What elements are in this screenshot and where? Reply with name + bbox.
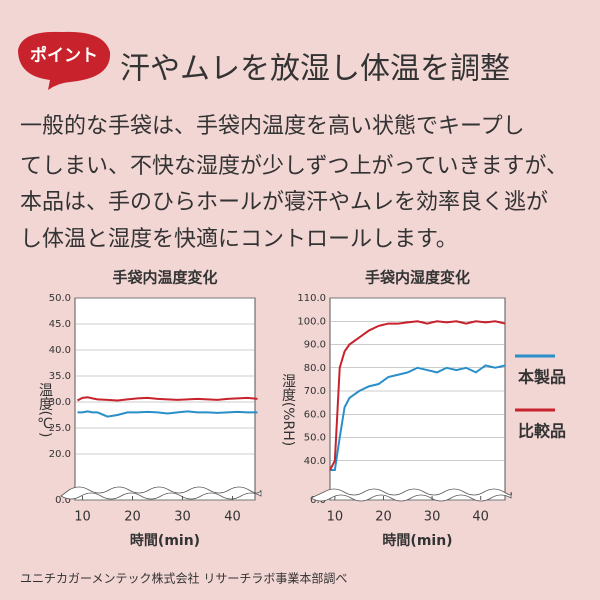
x-tick-label: 10 — [74, 510, 91, 525]
x-tick-label: 40 — [472, 510, 489, 525]
y-tick-label: 25.0 — [49, 423, 71, 434]
legend-label: 比較品 — [518, 422, 566, 441]
y-tick-label: 45.0 — [49, 319, 71, 330]
series-line — [77, 410, 258, 418]
footer: ユニチカガーメンテック株式会社 リサーチラボ事業本部調べ — [20, 571, 347, 586]
y-tick-label: 40.0 — [304, 456, 326, 467]
heading: 汗やムレを放湿し体温を調整 — [120, 52, 510, 87]
paragraph-line: 本品は、手のひらホールが寝汗やムレを効率良く逃が — [20, 190, 548, 215]
y-tick-label: 40.0 — [49, 345, 71, 356]
x-tick-label: 30 — [424, 510, 441, 525]
chart-title: 手袋内湿度変化 — [365, 269, 470, 287]
paragraph-line: てしまい、不快な湿度が少しずつ上がっていきますが、 — [20, 154, 568, 179]
paragraph-line: し体温と湿度を快適にコントロールします。 — [20, 227, 458, 252]
y-axis-label: 温度(℃) — [37, 383, 53, 438]
y-tick-label: 20.0 — [49, 449, 71, 460]
y-tick-label: 110.0 — [297, 293, 326, 304]
y-tick-label: 90.0 — [304, 340, 326, 351]
x-tick-label: 10 — [327, 510, 344, 525]
x-axis-label: 時間(min) — [130, 532, 200, 549]
y-tick-label: 35.0 — [49, 371, 71, 382]
y-tick-label: 60.0 — [304, 409, 326, 420]
series-line — [329, 320, 506, 471]
x-tick-label: 30 — [174, 510, 191, 525]
paragraph-line: 一般的な手袋は、手袋内温度を高い状態でキープし — [20, 114, 525, 139]
x-tick-label: 40 — [224, 510, 241, 525]
y-tick-label: 100.0 — [297, 316, 326, 327]
y-tick-label: 70.0 — [304, 386, 326, 397]
y-tick-label: 0.0 — [55, 495, 71, 506]
x-tick-label: 20 — [124, 510, 141, 525]
badge-shape — [18, 31, 111, 90]
axis-break — [310, 488, 513, 502]
badge: ポイント — [30, 45, 98, 66]
y-tick-label: 80.0 — [304, 363, 326, 374]
axis-break — [60, 486, 262, 500]
x-tick-label: 20 — [375, 510, 392, 525]
series-line — [330, 364, 506, 472]
y-tick-label: 30.0 — [49, 397, 71, 408]
y-tick-label: 50.0 — [304, 433, 326, 444]
plot-area — [329, 297, 506, 501]
chart-title: 手袋内温度変化 — [112, 269, 217, 287]
y-axis-label: 湿度(%RH) — [280, 374, 296, 446]
y-tick-label: 50.0 — [49, 293, 71, 304]
series-line — [77, 396, 258, 402]
legend-label: 本製品 — [518, 368, 566, 387]
x-axis-label: 時間(min) — [382, 532, 452, 549]
